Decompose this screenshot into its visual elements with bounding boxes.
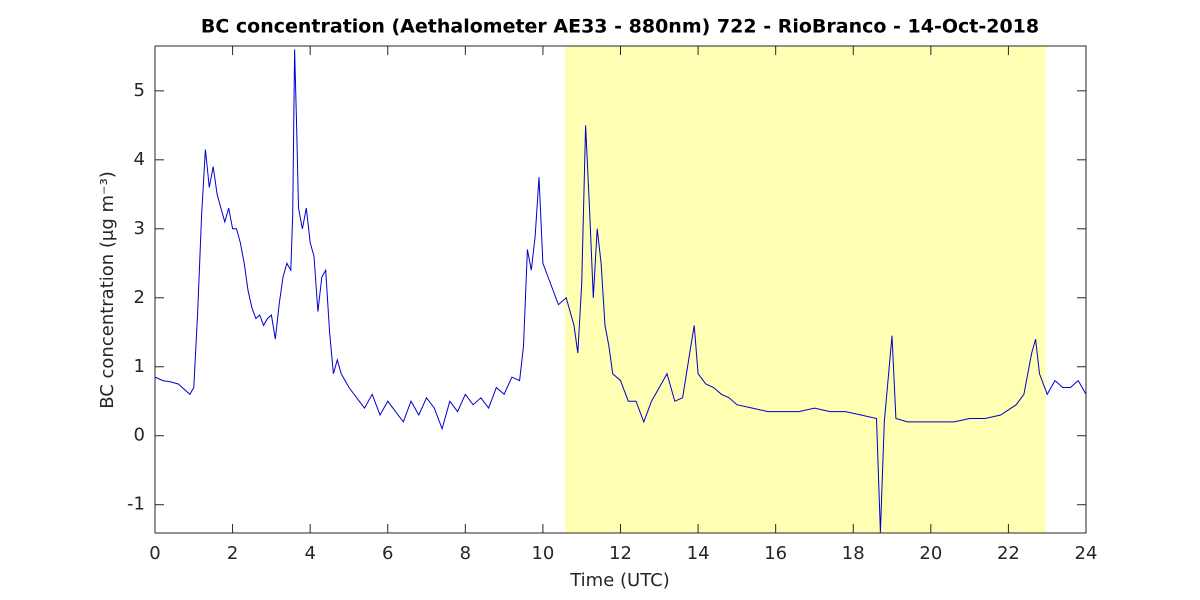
x-tick-label: 2 [227, 543, 238, 564]
y-tick-label: 4 [134, 149, 145, 170]
y-axis-label: BC concentration (μg m⁻³) [97, 171, 118, 409]
data-line [155, 49, 1086, 533]
plot-frame [154, 45, 1087, 534]
y-tick-label: 0 [134, 425, 145, 446]
x-tick-label: 18 [842, 543, 865, 564]
x-axis-label: Time (UTC) [569, 570, 670, 591]
shaded-region [565, 46, 1046, 533]
x-tick-label: 22 [997, 543, 1020, 564]
x-tick-label: 14 [687, 543, 710, 564]
y-tick-label: 2 [134, 287, 145, 308]
x-tick-label: 8 [460, 543, 471, 564]
x-tick-label: 6 [382, 543, 393, 564]
chart-title: BC concentration (Aethalometer AE33 - 88… [201, 16, 1039, 38]
x-tick-label: 24 [1075, 543, 1098, 564]
x-tick-label: 10 [531, 543, 554, 564]
y-tick-label: -1 [127, 494, 145, 515]
y-tick-label: 1 [134, 356, 145, 377]
x-tick-label: 20 [919, 543, 942, 564]
x-tick-label: 0 [149, 543, 160, 564]
x-tick-label: 4 [304, 543, 315, 564]
y-tick-label: 5 [134, 80, 145, 101]
x-tick-label: 16 [764, 543, 787, 564]
y-tick-label: 3 [134, 218, 145, 239]
x-tick-label: 12 [609, 543, 632, 564]
